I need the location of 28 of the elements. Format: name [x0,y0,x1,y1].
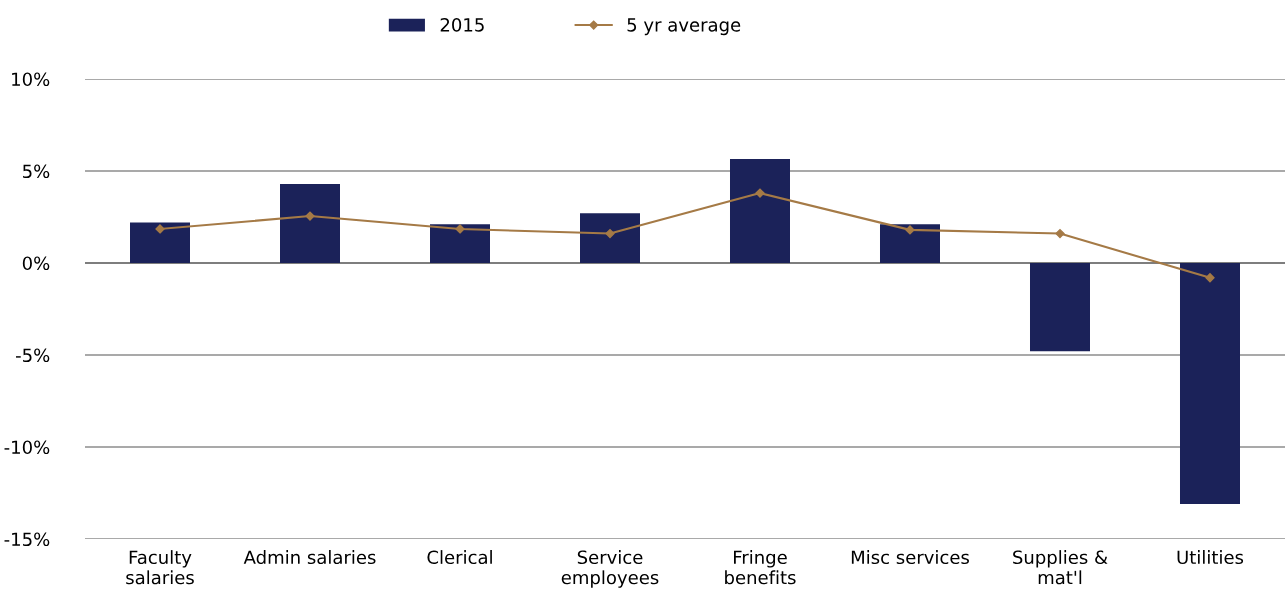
y-tick-label: -15% [4,532,50,547]
point [605,228,615,239]
x-tick-label: Fringe benefits [725,550,796,585]
bar [430,224,490,263]
bar [580,213,640,263]
x-tick-label: Admin salaries [243,550,376,565]
bar [280,183,340,263]
y-tick-label: -10% [4,440,50,455]
x-tick-label: Supplies & mat'l [1013,550,1108,585]
y-tick-label: 0% [22,256,50,271]
bar [1180,263,1240,505]
point [1205,273,1215,283]
point [1055,228,1065,239]
x-tick-label: Misc services [851,550,969,565]
point [905,225,915,235]
bar [1030,263,1090,352]
legend-label: 2015 [440,17,484,32]
bar [730,159,790,263]
bar [130,222,190,263]
y-tick-label: -5% [16,348,50,363]
y-tick-label: 5% [23,164,50,179]
legend-label: 5 yr average [627,18,741,36]
x-tick-label: Utilities [1177,550,1244,565]
x-tick-label: Clerical [427,550,492,565]
x-tick-label: Service employees [561,550,659,588]
y-tick-label: 10% [12,72,50,87]
x-tick-label: Faculty salaries [126,550,194,585]
bar [880,224,940,263]
